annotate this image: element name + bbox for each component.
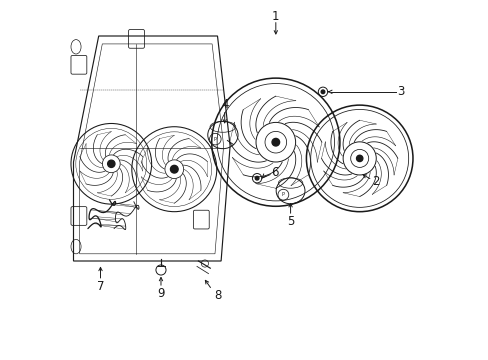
Circle shape <box>356 155 362 162</box>
Text: 3: 3 <box>397 85 404 98</box>
Text: 5: 5 <box>286 215 294 228</box>
Text: P: P <box>282 192 284 197</box>
Text: 2: 2 <box>371 175 379 188</box>
Circle shape <box>321 90 324 94</box>
Text: 7: 7 <box>97 280 104 293</box>
Text: 6: 6 <box>271 166 278 179</box>
Text: 9: 9 <box>157 287 164 300</box>
Text: 1: 1 <box>271 10 279 23</box>
Circle shape <box>255 176 258 180</box>
Text: 8: 8 <box>213 289 221 302</box>
Text: P: P <box>213 136 216 141</box>
Circle shape <box>170 165 178 173</box>
Text: 4: 4 <box>221 98 228 111</box>
Circle shape <box>107 160 115 167</box>
Circle shape <box>271 139 279 146</box>
